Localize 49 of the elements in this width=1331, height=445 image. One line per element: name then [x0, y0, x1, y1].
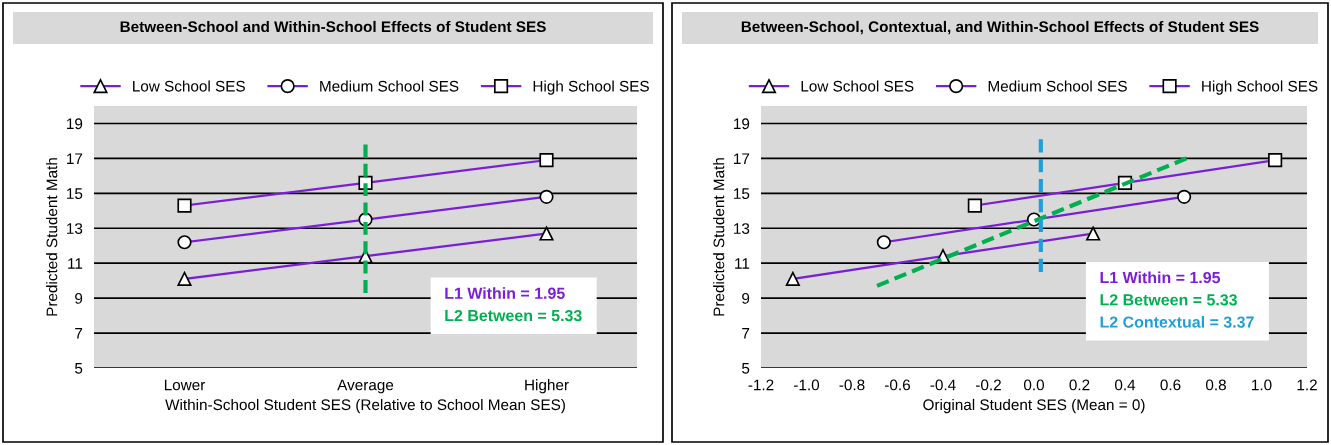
x-tick-label: 0.2 — [1069, 379, 1090, 391]
chart-title: Between-School, Contextual, and Within-School Effects of Student SES — [741, 20, 1259, 35]
x-tick-label: 0.8 — [1205, 379, 1226, 391]
x-tick-label: -0.6 — [885, 379, 910, 391]
x-tick-label: -0.4 — [930, 379, 956, 391]
x-tick-label: 0.0 — [1023, 379, 1045, 391]
x-tick-label: Average — [337, 379, 394, 394]
x-tick-label: Higher — [525, 379, 569, 394]
y-axis-title: Predicted Student Math — [46, 158, 58, 316]
legend-label: High School SES — [533, 80, 649, 95]
annotation: L1 Within = 1.95 — [1100, 271, 1221, 284]
y-tick-label: 9 — [742, 293, 750, 304]
x-tick-label: -1.0 — [794, 379, 820, 391]
y-tick-label: 11 — [68, 258, 83, 269]
x-tick-label: -1.2 — [748, 379, 774, 391]
y-tick-label: 13 — [734, 223, 750, 234]
y-tick-label: 17 — [67, 153, 83, 164]
legend-label: Low School SES — [801, 80, 914, 92]
x-tick-label: 1.2 — [1297, 379, 1317, 391]
y-tick-label: 17 — [734, 153, 750, 164]
annotation: L2 Contextual = 3.37 — [1100, 316, 1254, 328]
legend-label: Medium School SES — [320, 80, 459, 92]
y-tick-label: 7 — [75, 328, 83, 339]
x-tick-label: 1.0 — [1252, 379, 1272, 391]
y-tick-label: 13 — [67, 223, 83, 234]
y-tick-label: 19 — [734, 118, 750, 130]
annotation: L2 Between = 5.33 — [445, 309, 582, 322]
x-axis-title: Within-School Student SES (Relative to School Mean SES) — [165, 398, 565, 414]
x-tick-label: 0.4 — [1114, 379, 1136, 391]
y-tick-label: 11 — [735, 258, 750, 269]
x-tick-label: -0.2 — [976, 379, 1001, 391]
legend-label: Low School SES — [133, 80, 245, 92]
y-tick-label: 9 — [75, 293, 83, 304]
x-tick-label: 0.6 — [1160, 379, 1181, 391]
annotation: L1 Within = 1.95 — [445, 287, 565, 299]
y-tick-label: 5 — [742, 363, 750, 374]
x-tick-label: -0.8 — [839, 379, 865, 391]
legend-label: High School SES — [1202, 80, 1318, 95]
annotation: L2 Between = 5.33 — [1100, 294, 1237, 306]
y-tick-label: 15 — [67, 188, 83, 200]
y-tick-label: 15 — [734, 188, 750, 200]
x-tick-label: Lower — [164, 379, 206, 391]
legend-label: Medium School SES — [988, 80, 1127, 92]
y-tick-label: 19 — [67, 118, 83, 130]
chart-title: Between-School and Within-School Effects of Student SES — [120, 20, 546, 33]
x-axis-title: Original Student SES (Mean = 0) — [923, 398, 1145, 414]
y-tick-label: 7 — [742, 328, 750, 339]
y-axis-title: Predicted Student Math — [713, 158, 725, 316]
y-tick-label: 5 — [75, 363, 83, 374]
